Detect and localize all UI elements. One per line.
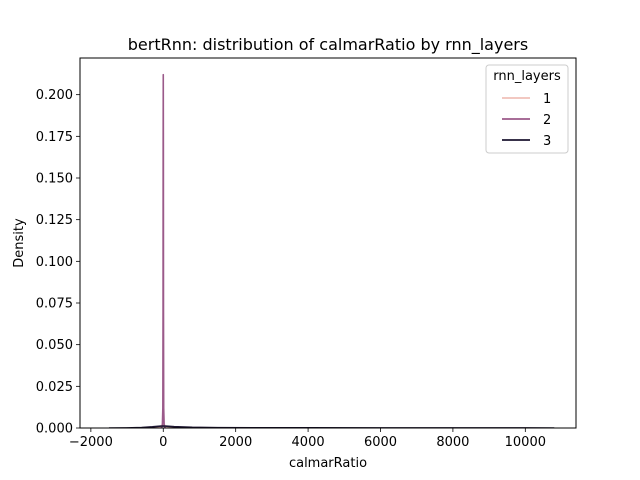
chart-title: bertRnn: distribution of calmarRatio by … bbox=[128, 35, 528, 55]
plot-frame bbox=[79, 57, 577, 429]
x-tick-label: 4000 bbox=[292, 435, 325, 450]
y-tick-label: 0.050 bbox=[36, 338, 73, 353]
legend-label-2: 2 bbox=[543, 113, 551, 128]
x-axis-title: calmarRatio bbox=[289, 456, 367, 471]
legend-label-3: 3 bbox=[543, 134, 551, 149]
legend: rnn_layers 1 2 3 bbox=[485, 64, 569, 154]
y-axis: 0.000 0.025 0.050 0.075 0.100 0.125 0.150 0.175… bbox=[36, 88, 80, 437]
x-tick-label: 0 bbox=[159, 435, 167, 450]
y-tick-label: 0.125 bbox=[36, 213, 73, 228]
y-tick-label: 0.175 bbox=[36, 130, 73, 145]
y-tick-label: 0.200 bbox=[36, 88, 73, 103]
legend-box bbox=[485, 64, 569, 154]
y-tick-label: 0.000 bbox=[36, 422, 73, 437]
x-tick-label: 2000 bbox=[219, 435, 252, 450]
x-tick-label: 10000 bbox=[505, 435, 546, 450]
y-tick-label: 0.075 bbox=[36, 297, 73, 312]
x-tick-label: −2000 bbox=[69, 435, 113, 450]
y-tick-label: 0.150 bbox=[36, 172, 73, 187]
series-line-2 bbox=[160, 73, 167, 428]
y-tick-label: 0.025 bbox=[36, 380, 73, 395]
legend-label-1: 1 bbox=[543, 92, 551, 107]
y-axis-title: Density bbox=[12, 218, 27, 268]
x-tick-label: 6000 bbox=[364, 435, 397, 450]
x-axis: −2000 0 2000 4000 6000 8000 10000 bbox=[69, 428, 546, 450]
legend-title: rnn_layers bbox=[493, 69, 561, 84]
x-tick-label: 8000 bbox=[436, 435, 469, 450]
y-tick-label: 0.100 bbox=[36, 255, 73, 270]
